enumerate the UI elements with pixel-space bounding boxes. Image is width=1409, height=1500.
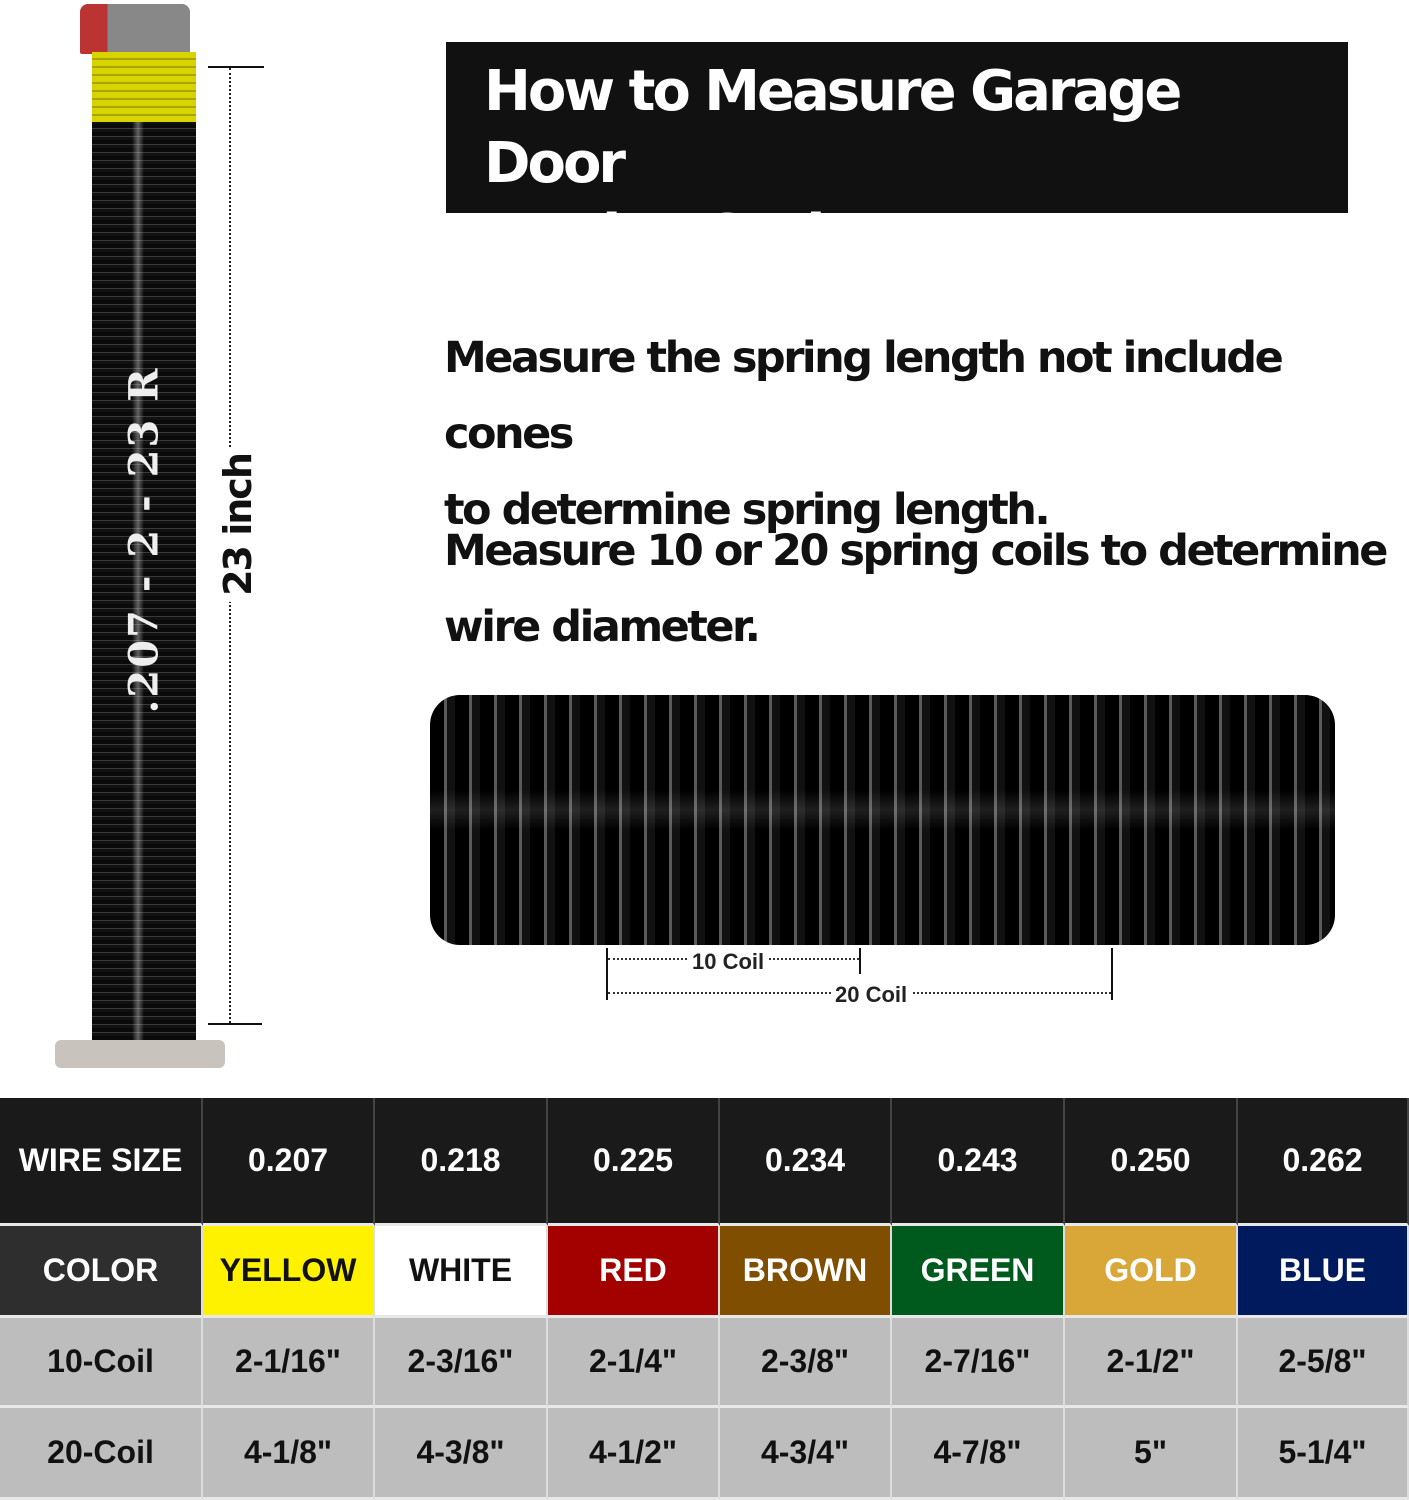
ten-coil-label: 10 Coil bbox=[688, 949, 769, 975]
color-cell: YELLOW bbox=[203, 1226, 375, 1318]
twenty-coil-cell: 4-3/8" bbox=[375, 1408, 548, 1500]
wire-size-cell: 0.225 bbox=[548, 1098, 720, 1226]
instruction-line: Measure the spring length not include co… bbox=[444, 333, 1284, 459]
title-line-1: How to Measure Garage Door bbox=[484, 59, 1182, 196]
wire-size-cell: 0.207 bbox=[203, 1098, 375, 1226]
wire-size-chart: WIRE SIZE 0.207 0.218 0.225 0.234 0.243 0.250 0… bbox=[0, 1098, 1409, 1500]
instruction-line: Measure 10 or 20 spring coils to determi… bbox=[444, 526, 1388, 576]
ten-coil-end-marker bbox=[859, 948, 861, 974]
twenty-coil-cell: 4-1/2" bbox=[548, 1408, 720, 1500]
horizontal-spring-image bbox=[430, 695, 1335, 945]
wire-size-cell: 0.262 bbox=[1238, 1098, 1409, 1226]
twenty-coil-cell: 4-3/4" bbox=[720, 1408, 892, 1500]
yellow-color-code-band bbox=[92, 52, 196, 122]
ten-coil-cell: 2-3/8" bbox=[720, 1318, 892, 1408]
twenty-coil-label: 20 Coil bbox=[831, 982, 912, 1008]
vertical-spring-image bbox=[92, 60, 196, 1045]
wire-size-cell: 0.218 bbox=[375, 1098, 548, 1226]
instruction-line: wire diameter. bbox=[444, 602, 761, 652]
wire-size-cell: 0.234 bbox=[720, 1098, 892, 1226]
color-cell: GOLD bbox=[1065, 1226, 1238, 1318]
twenty-coil-header: 20-Coil bbox=[0, 1408, 203, 1500]
length-bottom-marker bbox=[208, 1023, 262, 1025]
ten-coil-cell: 2-5/8" bbox=[1238, 1318, 1409, 1408]
twenty-coil-end-marker bbox=[1111, 948, 1113, 1000]
twenty-coil-cell: 4-7/8" bbox=[892, 1408, 1065, 1500]
color-cell: RED bbox=[548, 1226, 720, 1318]
title-banner: How to Measure Garage Door Torsion Sprin… bbox=[446, 42, 1348, 268]
coil-start-marker bbox=[606, 948, 608, 1000]
instruction-diameter: Measure 10 or 20 spring coils to determi… bbox=[444, 513, 1404, 665]
ten-coil-header: 10-Coil bbox=[0, 1318, 203, 1408]
color-cell: GREEN bbox=[892, 1226, 1065, 1318]
length-top-marker bbox=[208, 66, 264, 68]
wire-size-cell: 0.250 bbox=[1065, 1098, 1238, 1226]
wire-size-header: WIRE SIZE bbox=[0, 1098, 203, 1226]
length-label: 23 inch bbox=[216, 448, 260, 602]
ten-coil-cell: 2-1/16" bbox=[203, 1318, 375, 1408]
color-cell: BROWN bbox=[720, 1226, 892, 1318]
stationary-cone-plate bbox=[55, 1040, 225, 1068]
ten-coil-cell: 2-7/16" bbox=[892, 1318, 1065, 1408]
title-line-2: Torsion Spring bbox=[484, 203, 899, 268]
wire-size-cell: 0.243 bbox=[892, 1098, 1065, 1226]
instruction-line: to determine spring length. bbox=[444, 485, 1051, 535]
twenty-coil-cell: 5" bbox=[1065, 1408, 1238, 1500]
winding-cone-image bbox=[80, 4, 190, 54]
ten-coil-cell: 2-1/2" bbox=[1065, 1318, 1238, 1408]
instruction-length: Measure the spring length not include co… bbox=[444, 320, 1404, 548]
spring-code-label: .207 - 2 - 23 R bbox=[120, 366, 168, 714]
ten-coil-cell: 2-3/16" bbox=[375, 1318, 548, 1408]
color-cell: BLUE bbox=[1238, 1226, 1409, 1318]
twenty-coil-cell: 4-1/8" bbox=[203, 1408, 375, 1500]
color-header: COLOR bbox=[0, 1226, 203, 1318]
color-cell: WHITE bbox=[375, 1226, 548, 1318]
ten-coil-cell: 2-1/4" bbox=[548, 1318, 720, 1408]
twenty-coil-cell: 5-1/4" bbox=[1238, 1408, 1409, 1500]
